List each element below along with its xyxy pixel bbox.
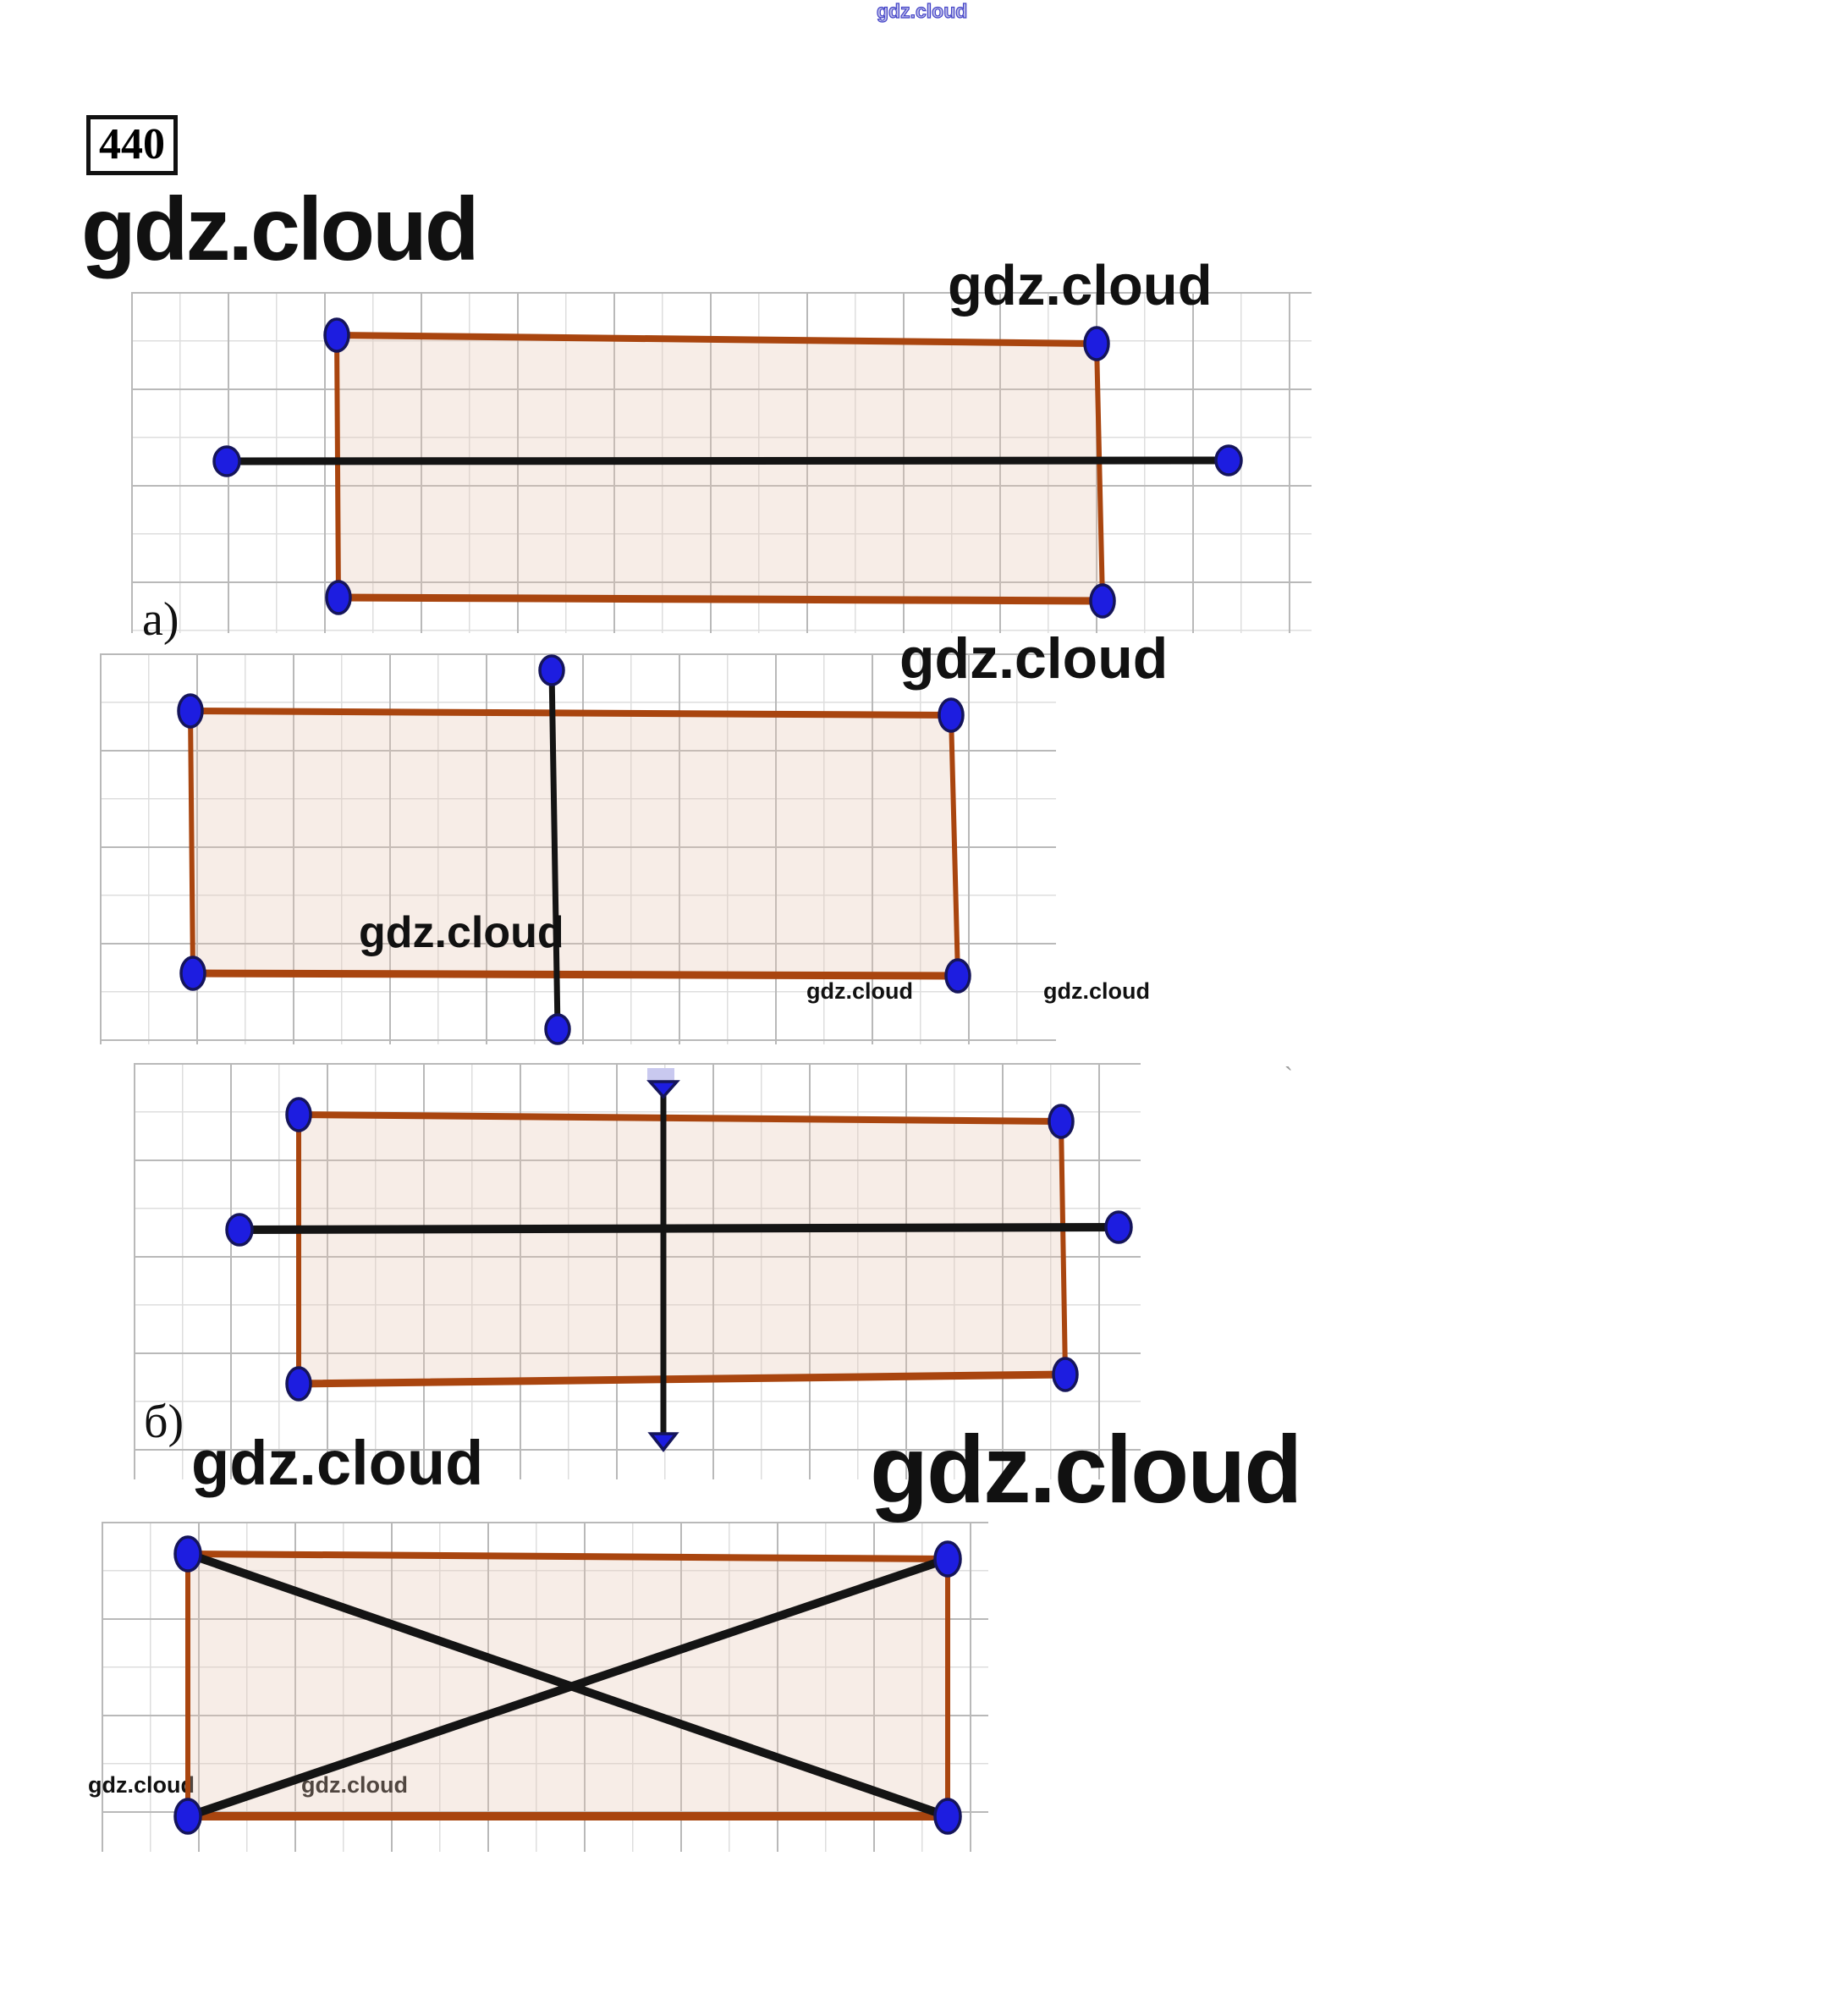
axis-endpoint xyxy=(225,1213,254,1247)
axis-endpoint xyxy=(1214,444,1243,476)
vertex-point xyxy=(1048,1104,1075,1139)
axis-endpoint xyxy=(538,654,565,686)
axis-arrowhead-bottom xyxy=(647,1432,679,1452)
figure2-rectangle-vertical-axis xyxy=(177,654,971,1045)
figure2-left-edge xyxy=(188,708,195,976)
vertex-point xyxy=(177,693,204,729)
figure1-left-edge xyxy=(334,333,341,600)
figure2-bottom-edge xyxy=(189,969,962,980)
figure3-bottom-edge xyxy=(294,1370,1070,1388)
figure4-small-watermark-2: gdz.cloud xyxy=(301,1774,408,1797)
vertex-point xyxy=(938,697,965,733)
vertex-point xyxy=(179,956,206,991)
problem-number-box: 440 xyxy=(86,115,178,176)
brand-watermark-large: gdz.cloud xyxy=(81,179,480,279)
figure2-vertical-symmetry-axis xyxy=(548,669,561,1030)
vertex-point xyxy=(933,1798,962,1835)
vertex-point xyxy=(933,1540,962,1578)
section-label-b: б) xyxy=(144,1396,184,1448)
figure2-rectangle-fill xyxy=(190,711,958,976)
vertex-point xyxy=(1052,1357,1079,1392)
figure1-watermark: gdz.cloud xyxy=(948,254,1213,317)
stray-mark: ` xyxy=(1284,1063,1293,1091)
figure4-small-watermark-1: gdz.cloud xyxy=(88,1772,195,1798)
figure3-grid xyxy=(134,1063,1141,1479)
axis-handle-square xyxy=(647,1068,674,1082)
axis-endpoint xyxy=(1104,1210,1133,1244)
figure3-rectangle-two-axes xyxy=(225,1068,1133,1452)
vertex-point xyxy=(944,958,971,994)
figure1-rectangle-fill xyxy=(337,335,1103,601)
figure3-horizontal-symmetry-axis xyxy=(239,1223,1119,1234)
figure2-inner-watermark: gdz.cloud xyxy=(359,908,564,957)
vertex-point xyxy=(325,580,352,615)
figure1-rectangle-horizontal-axis xyxy=(212,317,1243,619)
figure3-top-edge xyxy=(295,1111,1064,1125)
vertex-point xyxy=(323,317,350,353)
vertex-point xyxy=(285,1097,312,1132)
figure2-watermark: gdz.cloud xyxy=(899,626,1169,691)
axis-arrowhead-top xyxy=(646,1080,680,1099)
vertex-point xyxy=(173,1535,202,1573)
figure4-top-edge xyxy=(184,1551,951,1562)
section-label-a: а) xyxy=(142,593,179,646)
figure1-horizontal-symmetry-axis xyxy=(226,456,1229,465)
vertex-point xyxy=(285,1366,312,1402)
figure3-rectangle-fill xyxy=(299,1115,1065,1384)
axis-endpoint xyxy=(544,1013,571,1045)
brand-watermark-giant: gdz.cloud xyxy=(870,1416,1302,1523)
figure2-small-watermark-2: gdz.cloud xyxy=(1043,978,1150,1004)
figure3-right-edge xyxy=(1059,1119,1068,1377)
vertex-point xyxy=(1089,583,1116,619)
figure2-right-edge xyxy=(949,713,960,978)
figure2-top-edge xyxy=(187,708,954,719)
figure4-rectangle-diagonals xyxy=(173,1535,962,1835)
figure1-top-edge xyxy=(333,332,1100,347)
brand-watermark-medium: gdz.cloud xyxy=(191,1428,484,1498)
top-watermark: gdz.cloud xyxy=(876,0,968,22)
figure1-bottom-edge xyxy=(334,593,1107,605)
vertex-point xyxy=(1083,326,1110,361)
vertex-point xyxy=(173,1798,202,1835)
problem-number: 440 xyxy=(99,120,165,168)
figure2-grid xyxy=(100,653,1056,1044)
figure2-small-watermark-1: gdz.cloud xyxy=(806,978,913,1004)
figure1-right-edge xyxy=(1094,341,1105,603)
figure4-diagonal-2 xyxy=(186,1555,949,1820)
axis-endpoint xyxy=(212,445,241,477)
